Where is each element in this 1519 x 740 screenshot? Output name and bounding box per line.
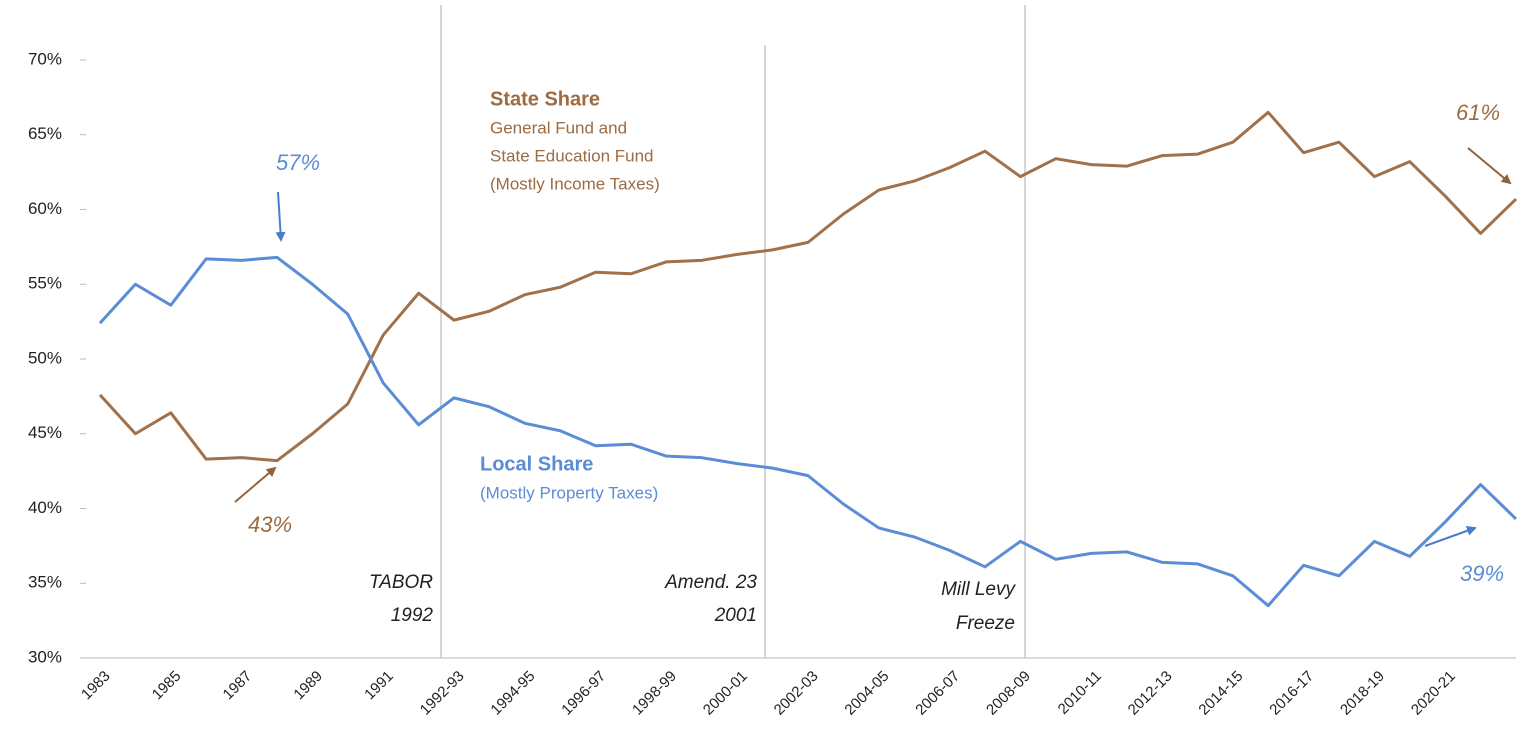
y-tick-label: 60% [28, 199, 62, 218]
y-tick-label: 45% [28, 423, 62, 442]
x-tick-label: 1983 [78, 668, 114, 704]
x-tick-label: 2012-13 [1125, 668, 1176, 719]
x-tick-label: 2016-17 [1266, 668, 1317, 719]
arrow [1467, 147, 1512, 185]
arrow [275, 191, 286, 242]
annotation: 61% [1456, 100, 1500, 125]
x-tick-label: 2010-11 [1055, 668, 1105, 718]
x-tick-label: 1994-95 [487, 668, 538, 719]
annotation: Mill Levy [941, 579, 1016, 600]
x-tick-label: 2018-19 [1337, 668, 1388, 719]
annotation: Freeze [956, 613, 1015, 634]
y-tick-label: 65% [28, 124, 62, 143]
y-tick-label: 30% [28, 647, 62, 666]
annotation: General Fund and [490, 118, 627, 137]
y-tick-label: 35% [28, 573, 62, 592]
y-tick-label: 50% [28, 348, 62, 367]
annotation: 57% [276, 150, 320, 175]
x-tick-label: 2020-21 [1408, 668, 1459, 719]
annotation: TABOR [369, 572, 433, 593]
annotation: 2001 [714, 605, 757, 626]
annotation: 43% [248, 512, 292, 537]
series-line [98, 255, 1518, 608]
x-tick-label: 1992-93 [417, 668, 468, 719]
y-tick-label: 40% [28, 498, 62, 517]
annotation: State Education Fund [490, 146, 654, 165]
x-tick-label: 1989 [290, 668, 326, 704]
arrow [1424, 526, 1477, 547]
annotation: (Mostly Property Taxes) [480, 483, 658, 502]
series-line [98, 110, 1518, 463]
annotation: Amend. 23 [664, 572, 757, 593]
x-tick-label: 1991 [361, 668, 397, 704]
x-tick-label: 1996-97 [558, 668, 609, 719]
x-tick-label: 1987 [220, 668, 256, 704]
x-tick-label: 2000-01 [700, 668, 751, 719]
annotation: 1992 [391, 605, 434, 626]
annotation: (Mostly Income Taxes) [490, 174, 660, 193]
x-tick-label: 1998-99 [629, 668, 680, 719]
x-tick-label: 2008-09 [983, 668, 1034, 719]
x-tick-label: 2006-07 [912, 668, 963, 719]
y-tick-label: 55% [28, 274, 62, 293]
annotation: Local Share [480, 453, 593, 475]
arrow [234, 466, 277, 503]
x-tick-label: 2002-03 [771, 668, 822, 719]
annotation: 39% [1460, 561, 1504, 586]
annotation: State Share [490, 88, 600, 110]
y-tick-label: 70% [28, 49, 62, 68]
x-tick-label: 2014-15 [1195, 668, 1246, 719]
x-tick-label: 1985 [149, 668, 185, 704]
x-tick-label: 2004-05 [841, 668, 892, 719]
